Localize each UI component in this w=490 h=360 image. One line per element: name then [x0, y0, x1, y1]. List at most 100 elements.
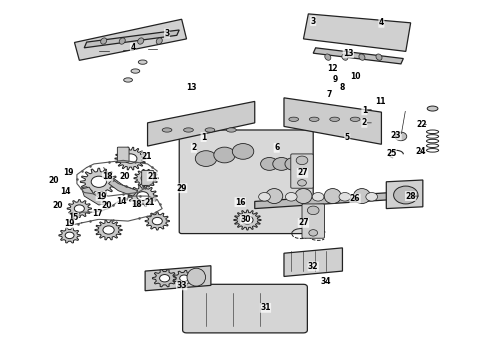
Ellipse shape: [324, 189, 341, 203]
Circle shape: [273, 157, 290, 170]
Ellipse shape: [162, 128, 172, 132]
Circle shape: [91, 176, 106, 188]
Polygon shape: [80, 168, 117, 195]
Circle shape: [196, 151, 217, 166]
Text: 19: 19: [64, 219, 75, 228]
Circle shape: [65, 232, 74, 239]
Polygon shape: [174, 270, 195, 286]
Text: 24: 24: [415, 147, 426, 156]
Polygon shape: [74, 19, 187, 60]
Ellipse shape: [295, 189, 312, 203]
FancyBboxPatch shape: [117, 147, 129, 162]
Ellipse shape: [138, 38, 144, 44]
Text: 32: 32: [308, 262, 319, 271]
Text: 18: 18: [131, 200, 142, 209]
Text: 1: 1: [201, 132, 206, 141]
Text: 3: 3: [311, 17, 316, 26]
Circle shape: [160, 275, 170, 282]
Polygon shape: [59, 228, 80, 243]
FancyBboxPatch shape: [183, 284, 307, 333]
Text: 4: 4: [379, 18, 384, 27]
FancyBboxPatch shape: [291, 154, 313, 188]
Text: 20: 20: [49, 176, 59, 185]
Text: 11: 11: [375, 97, 386, 106]
Text: 31: 31: [260, 303, 270, 312]
Ellipse shape: [156, 38, 162, 44]
Text: 13: 13: [343, 49, 354, 58]
Text: 27: 27: [298, 219, 309, 228]
Circle shape: [137, 192, 148, 201]
Ellipse shape: [131, 69, 140, 73]
Text: 27: 27: [297, 168, 308, 177]
Ellipse shape: [330, 117, 340, 121]
Text: 26: 26: [350, 194, 360, 203]
Circle shape: [124, 154, 137, 163]
Circle shape: [393, 186, 418, 204]
Circle shape: [312, 193, 324, 201]
Ellipse shape: [325, 54, 331, 60]
Ellipse shape: [376, 54, 382, 60]
Circle shape: [214, 147, 235, 163]
Ellipse shape: [359, 54, 365, 60]
Ellipse shape: [187, 268, 205, 286]
Text: 18: 18: [102, 172, 113, 181]
Ellipse shape: [100, 38, 107, 44]
Text: 14: 14: [60, 187, 71, 196]
Text: 21: 21: [142, 152, 152, 161]
Text: 33: 33: [176, 281, 187, 290]
Text: 7: 7: [326, 90, 332, 99]
Circle shape: [259, 193, 270, 201]
FancyBboxPatch shape: [302, 204, 324, 238]
FancyBboxPatch shape: [142, 170, 153, 185]
Text: 30: 30: [241, 215, 251, 224]
Ellipse shape: [350, 117, 360, 121]
Text: 2: 2: [191, 143, 196, 152]
Text: 14: 14: [116, 197, 126, 206]
Text: 21: 21: [147, 172, 158, 181]
Polygon shape: [386, 180, 423, 208]
Circle shape: [366, 193, 377, 201]
Ellipse shape: [342, 54, 348, 60]
Polygon shape: [82, 187, 109, 205]
Text: 2: 2: [362, 118, 367, 127]
Text: 6: 6: [274, 143, 279, 152]
Text: 21: 21: [145, 198, 155, 207]
Polygon shape: [95, 220, 122, 240]
Polygon shape: [152, 270, 177, 287]
Polygon shape: [109, 178, 138, 196]
Text: 34: 34: [320, 277, 331, 286]
Text: 19: 19: [63, 168, 74, 177]
FancyBboxPatch shape: [179, 130, 313, 234]
Text: 20: 20: [52, 201, 63, 210]
Ellipse shape: [289, 117, 298, 121]
Text: 23: 23: [391, 131, 401, 140]
Text: 10: 10: [350, 72, 360, 81]
Text: 3: 3: [165, 29, 170, 38]
Text: 28: 28: [405, 192, 416, 201]
Circle shape: [286, 193, 297, 201]
Polygon shape: [303, 14, 411, 51]
Polygon shape: [134, 170, 158, 187]
Text: 22: 22: [416, 120, 427, 129]
Text: 9: 9: [333, 76, 338, 85]
Circle shape: [309, 230, 318, 236]
Circle shape: [297, 180, 306, 186]
Polygon shape: [145, 266, 211, 291]
Ellipse shape: [226, 128, 236, 132]
Ellipse shape: [123, 78, 132, 82]
Polygon shape: [284, 98, 381, 144]
Text: 19: 19: [96, 192, 106, 201]
Text: 17: 17: [93, 210, 103, 219]
Text: 20: 20: [119, 172, 129, 181]
Circle shape: [74, 205, 84, 212]
Polygon shape: [67, 200, 92, 217]
Circle shape: [242, 216, 253, 224]
Circle shape: [307, 206, 319, 215]
Circle shape: [152, 217, 162, 225]
Text: 8: 8: [340, 83, 345, 92]
Text: 15: 15: [68, 213, 79, 222]
Ellipse shape: [266, 189, 283, 203]
Circle shape: [232, 144, 254, 159]
Text: 20: 20: [101, 201, 111, 210]
Text: 4: 4: [130, 43, 136, 52]
